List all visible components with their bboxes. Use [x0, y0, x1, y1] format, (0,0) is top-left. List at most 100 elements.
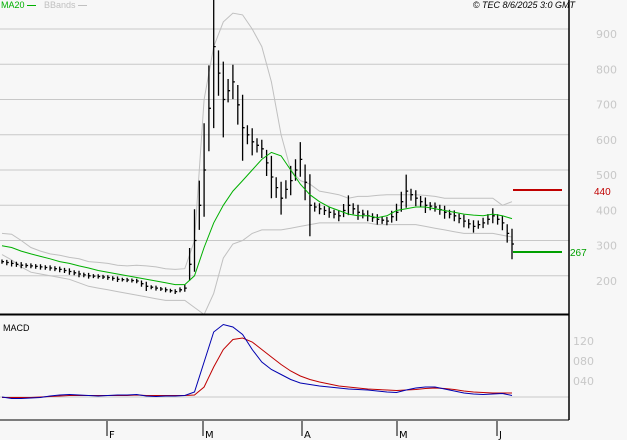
ohlc-bar [299, 142, 303, 177]
ohlc-bar [112, 276, 115, 281]
ohlc-bar [468, 219, 471, 229]
ohlc-bar [169, 288, 173, 293]
ohlc-bar [121, 277, 125, 282]
ohlc-bar [15, 261, 19, 267]
ohlc-bar [237, 85, 240, 125]
legend-ma20-swatch [26, 5, 36, 7]
ohlc-bar [102, 274, 105, 279]
ohlc-bar [309, 174, 312, 237]
ohlc-bar [241, 94, 245, 161]
legend-bbands: BBands [44, 0, 76, 10]
ohlc-bar [208, 65, 211, 152]
ohlc-bar [222, 61, 226, 138]
price-axis-label-200: 200 [596, 275, 617, 288]
ohlc-bar [44, 265, 48, 270]
ohlc-bar [376, 214, 380, 225]
bband-upper-line [1, 12, 513, 270]
ohlc-bar [164, 287, 168, 293]
macd-signal-line [2, 337, 512, 398]
ohlc-bar [275, 177, 279, 198]
ohlc-bar [270, 155, 274, 199]
x-label-m1: M [205, 430, 214, 440]
ohlc-bar [188, 248, 192, 281]
ohlc-bar [92, 274, 96, 279]
ohlc-bar [116, 276, 120, 282]
ohlc-bar [347, 195, 351, 216]
ohlc-bar [357, 204, 360, 220]
bband-lower-line [1, 222, 513, 316]
price-gridlines [0, 28, 569, 277]
ohlc-bar [415, 190, 418, 207]
ohlc-bar [145, 281, 149, 291]
macd-axis-label-120: 120 [573, 335, 594, 348]
x-label-f: F [109, 430, 115, 440]
ohlc-bar [217, 50, 221, 96]
ohlc-bar [285, 180, 288, 199]
ohlc-bar [174, 289, 178, 294]
ohlc-bar [198, 180, 202, 230]
ohlc-bar [193, 209, 197, 272]
legend-bbands-swatch [77, 5, 87, 7]
ohlc-bar [20, 262, 24, 269]
ohlc-bar [97, 274, 101, 279]
ohlc-bar [400, 191, 404, 212]
ohlc-bar [136, 278, 139, 284]
ohlc-bar [232, 64, 235, 100]
ohlc-bar [59, 266, 62, 273]
copyright-timestamp: © TEC 8/6/2025 3:0 GMT [472, 0, 575, 10]
ohlc-bar [54, 266, 57, 272]
ohlc-bar [381, 216, 385, 224]
ohlc-bar [213, 0, 216, 129]
ohlc-bar [395, 203, 399, 221]
ohlc-bar [338, 210, 341, 222]
ohlc-bar [496, 214, 500, 225]
ohlc-bar [506, 224, 510, 243]
ohlc-bar [304, 164, 308, 201]
ohlc-bar [68, 268, 72, 275]
ohlc-bar [39, 264, 43, 270]
ohlc-bar [463, 214, 466, 228]
ohlc-bar [131, 278, 134, 283]
ohlc-bar [227, 79, 231, 103]
ohlc-bar [328, 206, 332, 218]
x-axis: F M A M J [106, 421, 502, 440]
ohlc-bar [482, 217, 486, 229]
ohlc-bar [371, 213, 375, 222]
macd-axis-label-080: 080 [573, 355, 594, 368]
price-axis-label-500: 500 [596, 169, 617, 182]
ohlc-bar [155, 285, 158, 291]
resistance-label: 440 [594, 187, 611, 198]
macd-axis-label-040: 040 [573, 375, 594, 388]
price-axis-label-600: 600 [596, 134, 617, 147]
ohlc-bar [318, 203, 322, 215]
ohlc-bar [333, 209, 336, 219]
ohlc-bar [203, 123, 207, 217]
ohlc-bar [78, 270, 81, 278]
ohlc-bar [386, 216, 389, 226]
ohlc-bar [419, 196, 423, 208]
ohlc-bar [87, 272, 91, 279]
ohlc-bar [107, 275, 110, 280]
ohlc-bar [265, 149, 269, 176]
ohlc-bar [410, 188, 413, 201]
macd-line [1, 323, 513, 399]
ohlc-bar [30, 263, 33, 269]
ohlc-bar [434, 202, 437, 212]
ohlc-bar [126, 277, 130, 283]
ohlc-bar [251, 128, 255, 156]
ohlc-bars [1, 0, 514, 294]
ohlc-bar [6, 259, 9, 266]
ohlc-bar [179, 287, 182, 293]
ohlc-bar [477, 220, 481, 229]
ohlc-bar [458, 213, 462, 224]
ohlc-bar [501, 215, 505, 231]
ohlc-bar [246, 125, 250, 145]
ohlc-bar [261, 139, 264, 158]
price-axis-label-800: 800 [596, 63, 617, 76]
ohlc-bar [35, 264, 38, 269]
ohlc-bar [83, 272, 86, 278]
price-axis-label-700: 700 [596, 99, 617, 112]
ohlc-bar [150, 285, 154, 290]
x-label-a: A [304, 430, 311, 440]
